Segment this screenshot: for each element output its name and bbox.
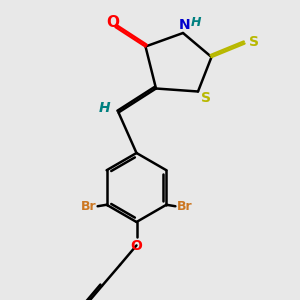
Text: H: H: [190, 16, 201, 29]
Text: O: O: [130, 239, 142, 253]
Text: S: S: [200, 91, 211, 105]
Text: N: N: [179, 18, 190, 32]
Text: O: O: [106, 15, 119, 30]
Text: H: H: [99, 101, 111, 115]
Text: Br: Br: [177, 200, 193, 213]
Text: S: S: [248, 35, 259, 49]
Text: Br: Br: [80, 200, 96, 213]
